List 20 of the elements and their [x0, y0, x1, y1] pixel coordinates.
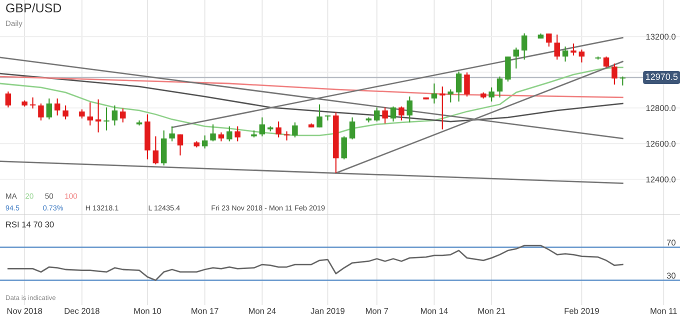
x-tick-label: Mon 24 [248, 308, 276, 314]
y-tick-label: 13200.0 [646, 34, 676, 40]
x-tick-label: Mon 10 [134, 308, 162, 314]
x-tick-label: Mon 21 [478, 308, 506, 314]
y-tick-label: 70 [666, 240, 676, 246]
x-tick-label: Mon 17 [192, 308, 218, 314]
x-tick-label: Mon 7 [366, 308, 388, 314]
y-tick-label: 12400.0 [646, 176, 676, 182]
ref-line-label: 12970.5 [646, 74, 678, 80]
chart-title: GBP/USD [6, 3, 62, 12]
x-tick-label: Nov 2018 [7, 308, 42, 314]
x-tick-label: Dec 2018 [64, 308, 100, 314]
y-tick-label: 12800.0 [646, 105, 676, 112]
y-tick-label: 12600.0 [646, 140, 676, 147]
x-tick-label: Mon 14 [421, 308, 448, 314]
x-tick-label: Feb 2019 [564, 308, 599, 314]
x-tick-label: Jan 2019 [310, 308, 344, 314]
text: RSI 14 70 30 [6, 222, 54, 228]
y-tick-label: 30 [666, 272, 676, 279]
x-tick-label: Mon 11 [650, 308, 677, 314]
